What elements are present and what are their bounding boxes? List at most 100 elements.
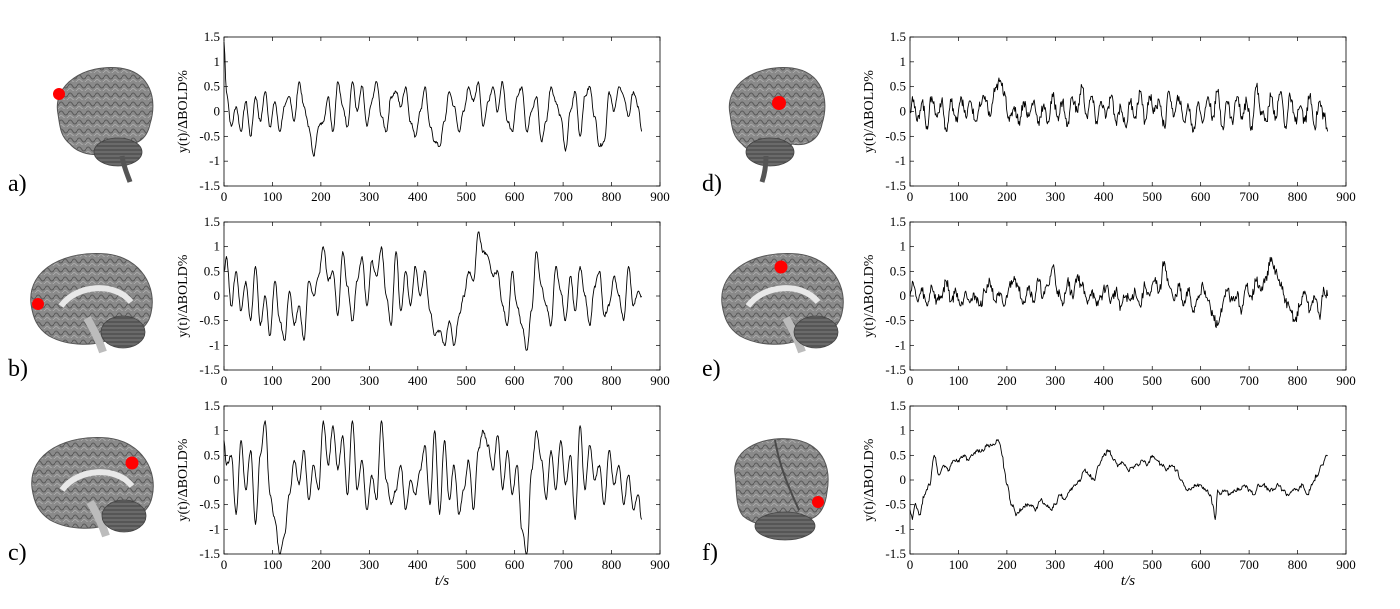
y-tick-label-b: 1 (214, 239, 221, 254)
y-tick-label-b: -0.5 (199, 313, 220, 328)
y-tick-label-e: -0.5 (885, 313, 906, 328)
x-tick-label-f: 600 (1191, 557, 1211, 572)
x-tick-label-e: 700 (1239, 373, 1259, 388)
panel-label-c: c) (8, 540, 27, 566)
x-tick-label-b: 400 (408, 373, 428, 388)
x-tick-label-f: 900 (1336, 557, 1356, 572)
x-tick-label-a: 400 (408, 189, 428, 204)
brain-image-a (53, 66, 154, 183)
y-tick-label-d: -1 (895, 153, 906, 168)
y-tick-label-e: -1.5 (885, 362, 906, 377)
x-tick-label-f: 800 (1288, 557, 1308, 572)
y-axis-label-a: y(t)/ΔBOLD% (176, 70, 191, 153)
chart-panel-f: 0 100 200 300 400 500 600 700 800 900 -1.5 -1 -0.5 0 0… (862, 398, 1356, 589)
x-tick-label-f: 500 (1142, 557, 1162, 572)
x-tick-label-f: 700 (1239, 557, 1259, 572)
chart-panel-a: 0 100 200 300 400 500 600 700 800 900 -1.5 -1 -0.5 0 0… (176, 29, 670, 204)
brain-image-f (734, 438, 829, 541)
y-tick-label-e: 1.5 (890, 214, 906, 229)
y-tick-label-d: 1.5 (890, 29, 906, 44)
x-tick-label-e: 0 (907, 373, 914, 388)
y-tick-label-a: 1 (214, 54, 221, 69)
x-tick-label-e: 600 (1191, 373, 1211, 388)
x-tick-label-b: 600 (505, 373, 525, 388)
x-tick-label-d: 600 (1191, 189, 1211, 204)
y-tick-label-a: 0 (214, 104, 221, 119)
panel-label-a: a) (8, 171, 27, 197)
x-tick-label-f: 400 (1094, 557, 1114, 572)
x-tick-label-b: 300 (360, 373, 380, 388)
y-axis-label-e: y(t)/ΔBOLD% (862, 254, 877, 337)
y-tick-label-c: -1 (209, 521, 220, 536)
x-tick-label-b: 500 (456, 373, 476, 388)
x-tick-label-b: 700 (553, 373, 573, 388)
y-axis-label-d: y(t)/ΔBOLD% (862, 70, 877, 153)
brain-image-c (31, 436, 154, 538)
brain-image-d (728, 66, 826, 183)
x-tick-label-f: 0 (907, 557, 914, 572)
x-tick-label-a: 300 (360, 189, 380, 204)
y-axis-label-c: y(t)/ΔBOLD% (176, 438, 191, 521)
y-tick-label-b: -1 (209, 337, 220, 352)
y-tick-label-f: -1.5 (885, 546, 906, 561)
y-tick-label-f: -0.5 (885, 497, 906, 512)
y-tick-label-d: 1 (900, 54, 907, 69)
brain-image-b (30, 252, 153, 354)
y-tick-label-a: -0.5 (199, 128, 220, 143)
x-tick-label-b: 100 (263, 373, 283, 388)
x-tick-label-a: 500 (456, 189, 476, 204)
y-tick-label-d: -1.5 (885, 178, 906, 193)
x-tick-label-d: 700 (1239, 189, 1259, 204)
x-tick-label-a: 600 (505, 189, 525, 204)
x-tick-label-c: 600 (505, 557, 525, 572)
y-tick-label-f: 0 (900, 472, 907, 487)
x-tick-label-e: 400 (1094, 373, 1114, 388)
panel-label-d: d) (702, 171, 722, 197)
x-tick-label-c: 0 (221, 557, 228, 572)
series-line-d (909, 77, 1329, 133)
y-tick-label-d: 0 (900, 104, 907, 119)
x-tick-label-a: 900 (650, 189, 670, 204)
x-tick-label-c: 300 (360, 557, 380, 572)
y-tick-label-f: 1.5 (890, 398, 906, 413)
y-tick-label-b: -1.5 (199, 362, 220, 377)
x-tick-label-e: 300 (1046, 373, 1066, 388)
x-tick-label-a: 200 (311, 189, 331, 204)
x-tick-label-d: 0 (907, 189, 914, 204)
region-marker-e (774, 260, 788, 274)
x-axis-label-c: t/s (435, 573, 449, 589)
x-tick-label-d: 200 (997, 189, 1017, 204)
x-tick-label-a: 800 (602, 189, 622, 204)
x-tick-label-d: 100 (949, 189, 969, 204)
y-tick-label-a: 1.5 (204, 29, 220, 44)
y-axis-label-b: y(t)/ΔBOLD% (176, 254, 191, 337)
x-tick-label-e: 800 (1288, 373, 1308, 388)
region-marker-c (125, 456, 139, 470)
x-tick-label-a: 0 (221, 189, 228, 204)
y-tick-label-c: 0 (214, 472, 221, 487)
x-tick-label-f: 200 (997, 557, 1017, 572)
y-tick-label-c: -0.5 (199, 497, 220, 512)
x-tick-label-f: 300 (1046, 557, 1066, 572)
x-tick-label-c: 200 (311, 557, 331, 572)
x-tick-label-f: 100 (949, 557, 969, 572)
x-axis-label-f: t/s (1121, 573, 1135, 589)
x-tick-label-e: 200 (997, 373, 1017, 388)
x-tick-label-c: 400 (408, 557, 428, 572)
x-tick-label-e: 500 (1142, 373, 1162, 388)
region-marker-d (772, 96, 786, 110)
y-tick-label-f: -1 (895, 521, 906, 536)
x-tick-label-a: 100 (263, 189, 283, 204)
region-marker-a (53, 88, 65, 100)
plot-frame-f (909, 405, 1347, 555)
y-tick-label-a: 0.5 (204, 79, 220, 94)
series-line-b (223, 231, 642, 351)
x-tick-label-c: 800 (602, 557, 622, 572)
x-tick-label-b: 0 (221, 373, 228, 388)
y-tick-label-e: 0.5 (890, 263, 906, 278)
y-tick-label-c: 1.5 (204, 398, 220, 413)
x-tick-label-c: 900 (650, 557, 670, 572)
chart-panel-b: 0 100 200 300 400 500 600 700 800 900 -1.5 -1 -0.5 0 0… (176, 214, 670, 388)
y-tick-label-a: -1 (209, 153, 220, 168)
